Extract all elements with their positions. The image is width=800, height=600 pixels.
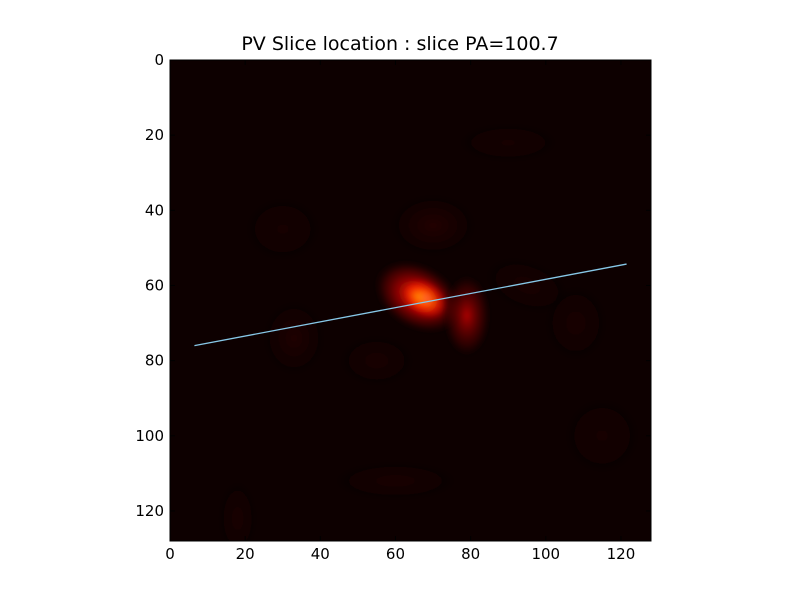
emission-blob (335, 462, 456, 499)
chart-title: PV Slice location : slice PA=100.7 (241, 33, 559, 55)
slice-line (194, 263, 627, 347)
emission-blob (545, 286, 606, 360)
heatmap-image (219, 124, 639, 541)
x-tick-label: 120 (607, 545, 636, 563)
emission-blob (246, 199, 319, 260)
emission-blob (219, 482, 256, 541)
y-tick-label: 0 (154, 51, 164, 69)
emission-blob (390, 195, 476, 256)
emission-blob (442, 273, 491, 358)
x-tick-label: 80 (461, 545, 480, 563)
y-tick-label: 60 (145, 276, 164, 294)
y-tick-label: 20 (145, 126, 164, 144)
axes-frame (169, 59, 652, 542)
plot-area (169, 59, 652, 542)
y-tick-label: 120 (135, 502, 164, 520)
emission-blob (460, 124, 557, 161)
y-tick-label: 40 (145, 201, 164, 219)
x-tick-label: 60 (386, 545, 405, 563)
x-tick-label: 40 (311, 545, 330, 563)
emission-blob (486, 258, 568, 313)
emission-blob (566, 399, 639, 472)
emission-blob (340, 336, 413, 385)
y-tick-label: 80 (145, 352, 164, 370)
emission-blob (263, 302, 325, 375)
x-axis: 0 20 40 60 80 100 120 (165, 60, 635, 563)
x-tick-label: 20 (236, 545, 255, 563)
x-tick-label: 0 (165, 545, 175, 563)
y-tick-label: 100 (135, 427, 164, 445)
y-axis: 0 20 40 60 80 100 120 (135, 51, 651, 520)
x-tick-label: 100 (531, 545, 560, 563)
emission-blob (373, 259, 463, 335)
